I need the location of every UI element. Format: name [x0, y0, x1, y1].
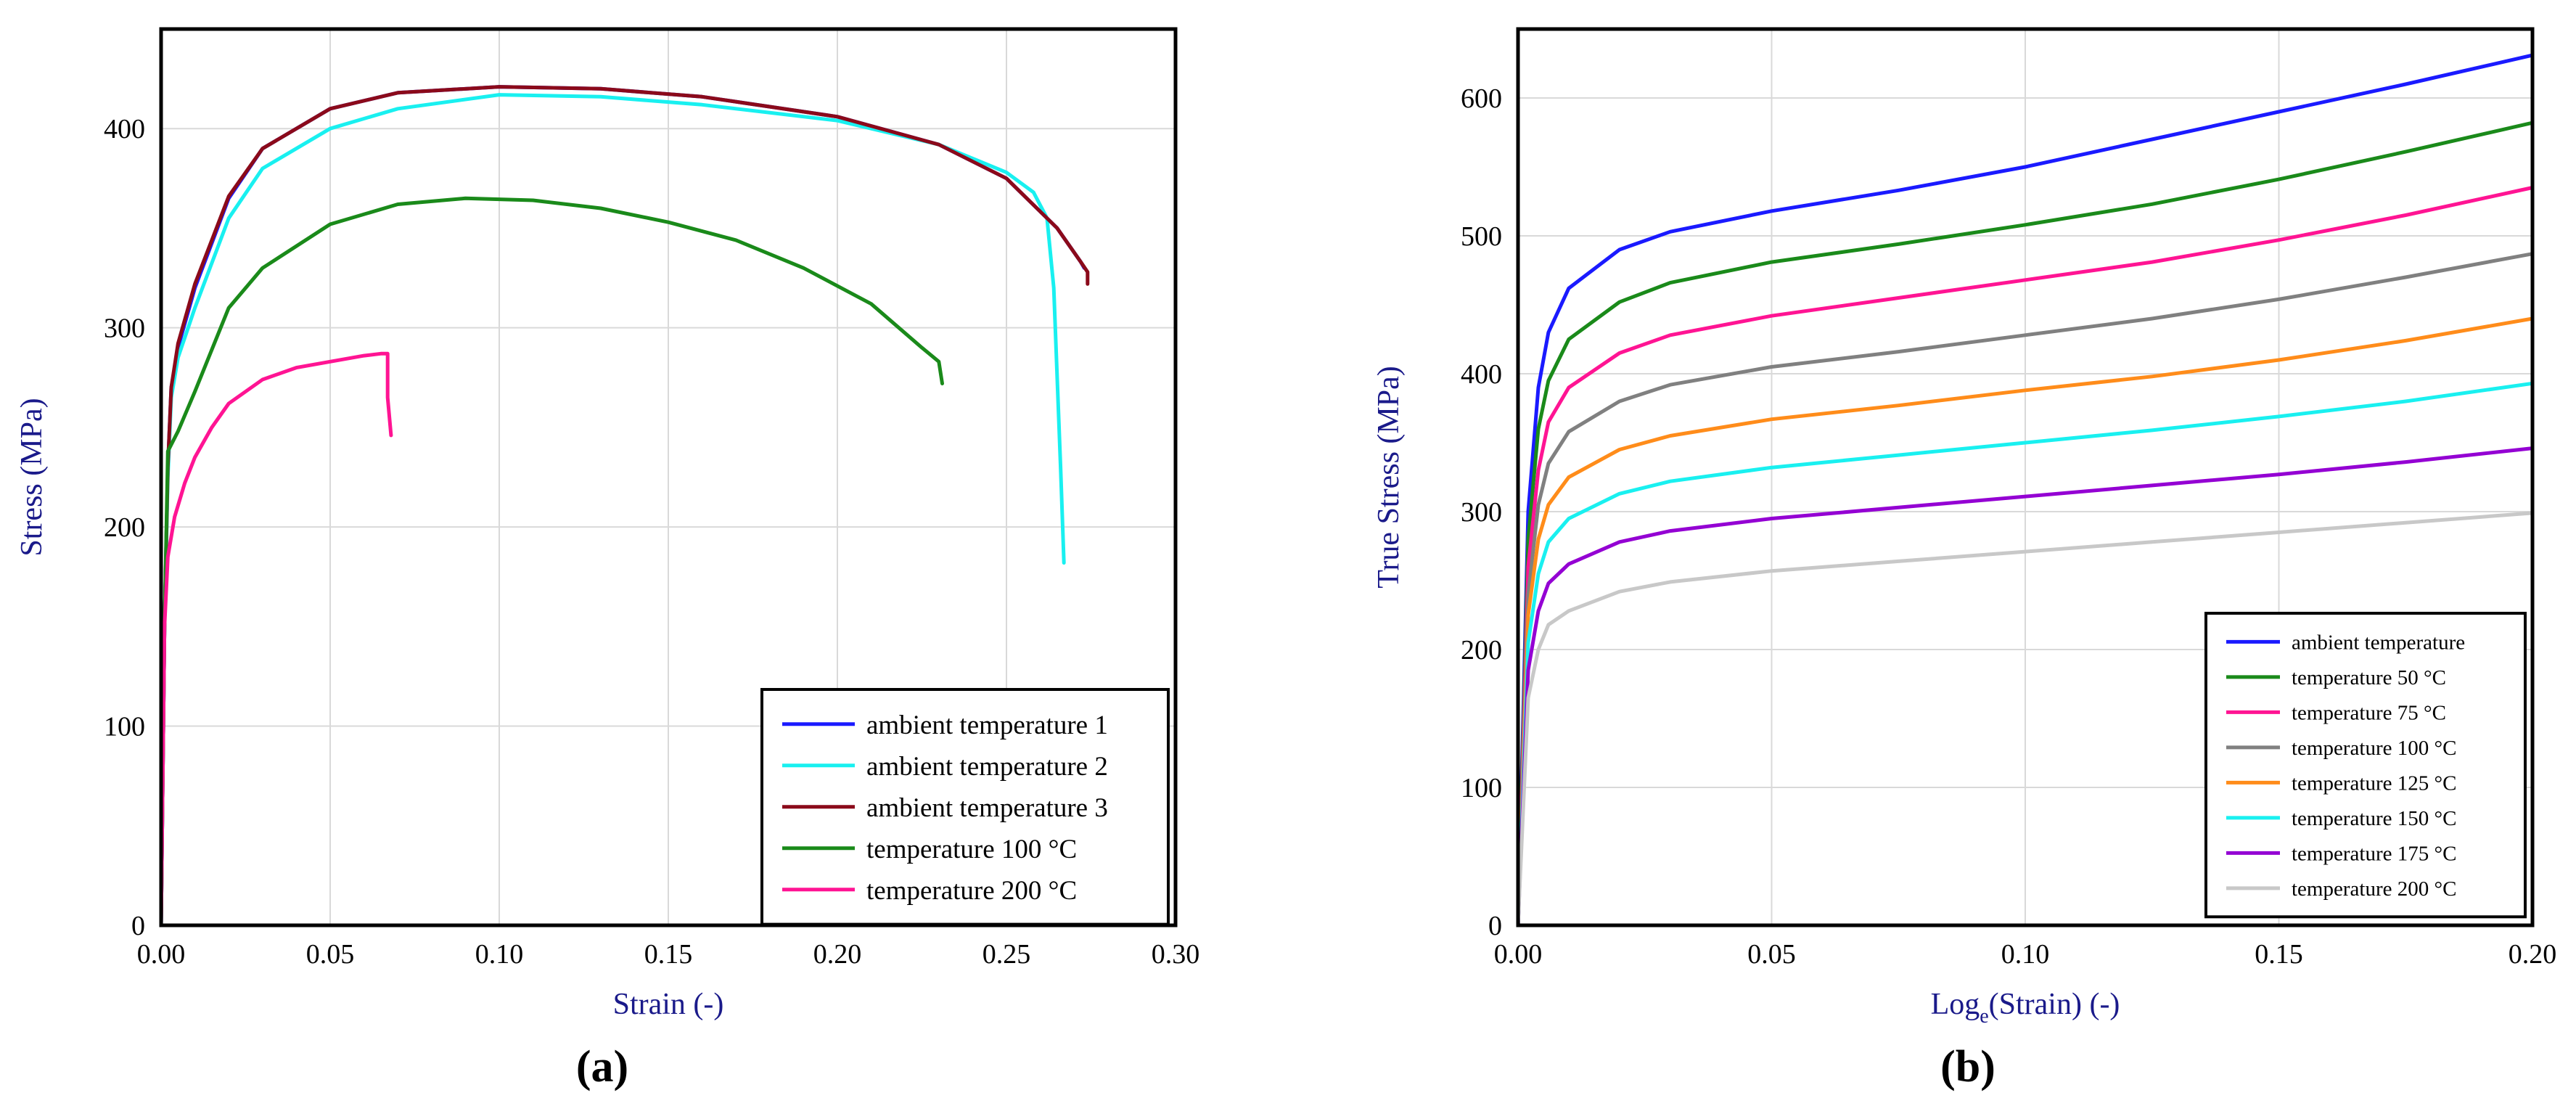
panel-label: (a) — [576, 1042, 628, 1092]
series-line-4 — [159, 196, 944, 927]
series-line-3 — [1516, 186, 2535, 927]
y-axis-label: True Stress (MPa) — [1372, 366, 1406, 588]
x-tick-label: 0.20 — [813, 939, 862, 970]
legend-label-5: temperature 200 °C — [866, 876, 1077, 906]
panel-label: (b) — [1940, 1042, 1995, 1092]
series-line-2 — [1516, 120, 2535, 927]
x-tick-label: 0.20 — [2509, 939, 2557, 970]
legend-label-8: temperature 200 °C — [2292, 877, 2456, 901]
legend-label-2: temperature 50 °C — [2292, 666, 2446, 689]
series-line-4 — [1516, 252, 2535, 927]
y-tick-label: 0 — [1488, 911, 1502, 941]
x-tick-label: 0.00 — [1494, 939, 1543, 970]
legend-label-1: ambient temperature — [2292, 631, 2465, 655]
y-tick-label: 200 — [1461, 635, 1502, 665]
x-axis-label: Loge(Strain) (-) — [1931, 988, 2120, 1028]
y-tick-label: 300 — [104, 314, 145, 344]
legend-label-4: temperature 100 °C — [866, 835, 1077, 864]
y-tick-label: 600 — [1461, 83, 1502, 114]
x-tick-label: 0.10 — [2001, 939, 2050, 970]
legend-label-5: temperature 125 °C — [2292, 772, 2456, 795]
plot-frame — [1516, 27, 2535, 927]
x-tick-label: 0.10 — [475, 939, 524, 970]
series-line-7 — [1516, 446, 2535, 927]
legend-label-6: temperature 150 °C — [2292, 807, 2456, 830]
legend: ambient temperature 1 ambient temperature… — [760, 688, 1170, 926]
x-tick-label: 0.25 — [983, 939, 1031, 970]
y-tick-label: 300 — [1461, 497, 1502, 528]
series-line-1 — [1516, 53, 2535, 927]
legend-label-3: temperature 75 °C — [2292, 702, 2446, 725]
series-line-8 — [1516, 511, 2535, 927]
series-line-3 — [159, 85, 1090, 927]
y-tick-label: 0 — [131, 911, 145, 941]
chart-panel-b: 0.00 0.05 0.10 0.15 0.20 0 100 200 300 400 500 600 L… — [1372, 27, 2557, 1092]
x-axis-label-rest: (Strain) (-) — [1989, 988, 2120, 1021]
legend-label-2: ambient temperature 2 — [866, 752, 1108, 782]
y-tick-label: 100 — [104, 712, 145, 742]
y-tick-label: 400 — [1461, 359, 1502, 390]
legend: ambient temperature temperature 50 °C temp… — [2204, 612, 2527, 919]
x-tick-label: 0.30 — [1152, 939, 1200, 970]
y-tick-label: 400 — [104, 114, 145, 144]
legend-label-7: temperature 175 °C — [2292, 843, 2456, 866]
series-line-5 — [159, 351, 393, 927]
y-axis-label: Stress (MPa) — [15, 398, 49, 556]
x-axis-label-subscript: e — [1980, 1005, 1988, 1028]
x-tick-label: 0.00 — [137, 939, 186, 970]
x-tick-label: 0.05 — [1747, 939, 1796, 970]
chart-panel-a: 0.00 0.05 0.10 0.15 0.20 0.25 0.30 0 100 200 300 40… — [15, 27, 1200, 1092]
series-line-5 — [1516, 316, 2535, 927]
legend-label-3: ambient temperature 3 — [866, 793, 1108, 823]
x-tick-label: 0.15 — [644, 939, 693, 970]
y-tick-label: 500 — [1461, 221, 1502, 252]
legend-box — [2204, 612, 2527, 919]
series-line-6 — [1516, 381, 2535, 927]
x-tick-label: 0.05 — [306, 939, 355, 970]
legend-label-1: ambient temperature 1 — [866, 710, 1108, 740]
legend-label-4: temperature 100 °C — [2292, 737, 2456, 760]
x-axis-label: Strain (-) — [613, 988, 724, 1021]
y-tick-label: 200 — [104, 512, 145, 543]
x-axis-label-main: Log — [1931, 988, 1980, 1021]
plot-frame — [159, 27, 1178, 927]
x-tick-label: 0.15 — [2255, 939, 2303, 970]
y-tick-label: 100 — [1461, 773, 1502, 803]
